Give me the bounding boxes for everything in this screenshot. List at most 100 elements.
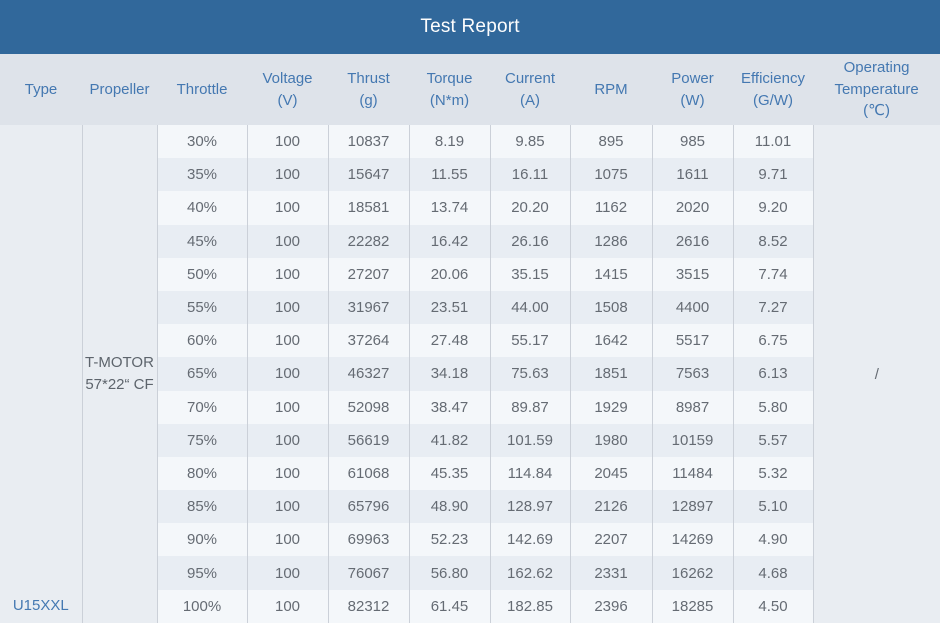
efficiency-cell: 5.80 <box>732 390 813 424</box>
table-row: 55% 100 31967 23.51 44.00 1508 4400 7.27 <box>0 290 940 325</box>
column-header-efficiency: Efficiency (G/W) <box>733 54 813 125</box>
throttle-cell: 65% <box>156 357 247 391</box>
current-cell: 9.85 <box>489 125 570 159</box>
column-header-row: Type Propeller Throttle Voltage (V) Thrust (g)… <box>0 54 940 125</box>
title-bar: Test Report <box>0 0 940 54</box>
rpm-cell: 1929 <box>569 390 652 424</box>
current-cell: 55.17 <box>489 324 570 358</box>
propeller-cell: T-MOTOR 57*22“ CF <box>81 125 157 623</box>
power-cell: 18285 <box>651 589 733 623</box>
column-header-type: Type <box>0 54 82 125</box>
thrust-cell: 61068 <box>327 456 409 491</box>
thrust-cell: 46327 <box>327 357 409 391</box>
rpm-cell: 1642 <box>569 324 652 358</box>
efficiency-cell: 7.74 <box>732 257 813 291</box>
page-title: Test Report <box>0 0 940 54</box>
table-row: 45% 100 22282 16.42 26.16 1286 2616 8.52 <box>0 224 940 258</box>
rpm-cell: 1162 <box>569 191 652 225</box>
voltage-cell: 100 <box>246 357 328 391</box>
efficiency-cell: 6.75 <box>732 324 813 358</box>
throttle-cell: 70% <box>156 390 247 424</box>
throttle-cell: 50% <box>156 257 247 291</box>
efficiency-cell: 11.01 <box>732 125 813 159</box>
table-row: 40% 100 18581 13.74 20.20 1162 2020 9.20 <box>0 191 940 225</box>
torque-cell: 23.51 <box>408 290 490 325</box>
current-cell: 114.84 <box>489 456 570 491</box>
power-cell: 2616 <box>651 224 733 258</box>
rpm-cell: 2331 <box>569 556 652 590</box>
power-cell: 10159 <box>651 423 733 457</box>
current-cell: 162.62 <box>489 556 570 590</box>
voltage-cell: 100 <box>246 589 328 623</box>
power-cell: 2020 <box>651 191 733 225</box>
torque-cell: 34.18 <box>408 357 490 391</box>
voltage-cell: 100 <box>246 290 328 325</box>
voltage-cell: 100 <box>246 324 328 358</box>
thrust-cell: 56619 <box>327 423 409 457</box>
table-row: 70% 100 52098 38.47 89.87 1929 8987 5.80 <box>0 390 940 424</box>
voltage-cell: 100 <box>246 490 328 524</box>
thrust-cell: 22282 <box>327 224 409 258</box>
table-row: 60% 100 37264 27.48 55.17 1642 5517 6.75 <box>0 324 940 358</box>
thrust-cell: 65796 <box>327 490 409 524</box>
throttle-cell: 60% <box>156 324 247 358</box>
voltage-cell: 100 <box>246 523 328 557</box>
thrust-cell: 31967 <box>327 290 409 325</box>
current-cell: 16.11 <box>489 158 570 192</box>
efficiency-cell: 5.10 <box>732 490 813 524</box>
throttle-cell: 95% <box>156 556 247 590</box>
voltage-cell: 100 <box>246 423 328 457</box>
current-cell: 35.15 <box>489 257 570 291</box>
torque-cell: 48.90 <box>408 490 490 524</box>
torque-cell: 45.35 <box>408 456 490 491</box>
throttle-cell: 30% <box>156 125 247 159</box>
rpm-cell: 1508 <box>569 290 652 325</box>
voltage-cell: 100 <box>246 158 328 192</box>
efficiency-cell: 5.57 <box>732 423 813 457</box>
thrust-cell: 15647 <box>327 158 409 192</box>
power-cell: 14269 <box>651 523 733 557</box>
current-cell: 101.59 <box>489 423 570 457</box>
torque-cell: 41.82 <box>408 423 490 457</box>
current-cell: 128.97 <box>489 490 570 524</box>
torque-cell: 52.23 <box>408 523 490 557</box>
throttle-cell: 85% <box>156 490 247 524</box>
column-header-throttle: Throttle <box>157 54 247 125</box>
efficiency-cell: 8.52 <box>732 224 813 258</box>
power-cell: 11484 <box>651 456 733 491</box>
voltage-cell: 100 <box>246 556 328 590</box>
rpm-cell: 2126 <box>569 490 652 524</box>
power-cell: 4400 <box>651 290 733 325</box>
thrust-cell: 52098 <box>327 390 409 424</box>
efficiency-cell: 4.90 <box>732 523 813 557</box>
voltage-cell: 100 <box>246 257 328 291</box>
voltage-cell: 100 <box>246 390 328 424</box>
current-cell: 26.16 <box>489 224 570 258</box>
throttle-cell: 75% <box>156 423 247 457</box>
power-cell: 7563 <box>651 357 733 391</box>
rpm-cell: 1286 <box>569 224 652 258</box>
thrust-cell: 27207 <box>327 257 409 291</box>
power-cell: 1611 <box>651 158 733 192</box>
column-header-propeller: Propeller <box>82 54 157 125</box>
current-cell: 20.20 <box>489 191 570 225</box>
table-row: 75% 100 56619 41.82 101.59 1980 10159 5.57 <box>0 423 940 457</box>
torque-cell: 61.45 <box>408 589 490 623</box>
rpm-cell: 2045 <box>569 456 652 491</box>
table-row: 65% 100 46327 34.18 75.63 1851 7563 6.13 <box>0 357 940 391</box>
efficiency-cell: 4.50 <box>732 589 813 623</box>
throttle-cell: 35% <box>156 158 247 192</box>
table-row: 95% 100 76067 56.80 162.62 2331 16262 4.68 <box>0 556 940 590</box>
power-cell: 3515 <box>651 257 733 291</box>
operating-temperature-cell: / <box>812 125 940 623</box>
throttle-cell: 100% <box>156 589 247 623</box>
column-header-thrust: Thrust (g) <box>328 54 409 125</box>
column-header-voltage: Voltage (V) <box>247 54 328 125</box>
power-cell: 985 <box>651 125 733 159</box>
table-row: 90% 100 69963 52.23 142.69 2207 14269 4.90 <box>0 523 940 557</box>
table-row: 85% 100 65796 48.90 128.97 2126 12897 5.10 <box>0 490 940 524</box>
type-cell: U15XXL <box>0 125 82 623</box>
throttle-cell: 90% <box>156 523 247 557</box>
torque-cell: 16.42 <box>408 224 490 258</box>
